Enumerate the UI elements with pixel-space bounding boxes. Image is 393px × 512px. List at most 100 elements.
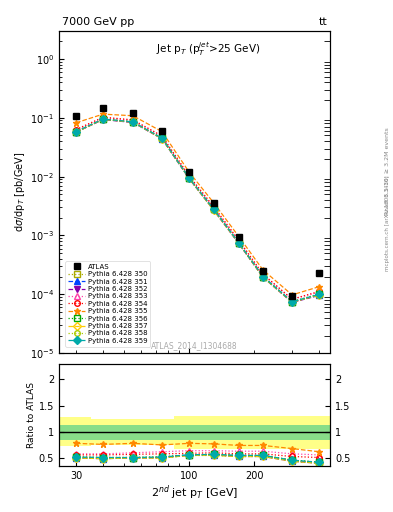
- Pythia 6.428 357: [317, 292, 321, 298]
- Pythia 6.428 352: [187, 176, 191, 182]
- Pythia 6.428 356: [290, 298, 294, 305]
- Pythia 6.428 356: [74, 129, 79, 135]
- Pythia 6.428 350: [101, 116, 105, 122]
- Pythia 6.428 355: [101, 111, 105, 117]
- Pythia 6.428 352: [160, 136, 164, 142]
- Pythia 6.428 354: [130, 117, 135, 123]
- Pythia 6.428 355: [261, 267, 265, 273]
- Pythia 6.428 354: [317, 288, 321, 294]
- Pythia 6.428 358: [317, 292, 321, 298]
- Pythia 6.428 352: [211, 207, 216, 213]
- Pythia 6.428 350: [237, 240, 241, 246]
- Pythia 6.428 356: [211, 206, 216, 212]
- Pythia 6.428 358: [101, 116, 105, 122]
- Pythia 6.428 355: [211, 200, 216, 206]
- Pythia 6.428 351: [74, 129, 79, 135]
- Pythia 6.428 350: [160, 135, 164, 141]
- Pythia 6.428 350: [317, 291, 321, 297]
- Pythia 6.428 350: [290, 298, 294, 305]
- Line: Pythia 6.428 358: Pythia 6.428 358: [73, 117, 322, 305]
- Pythia 6.428 355: [74, 120, 79, 126]
- Pythia 6.428 355: [317, 284, 321, 290]
- Pythia 6.428 358: [211, 207, 216, 213]
- Pythia 6.428 354: [211, 203, 216, 209]
- Pythia 6.428 356: [101, 116, 105, 122]
- Pythia 6.428 353: [130, 117, 135, 123]
- Pythia 6.428 355: [160, 129, 164, 135]
- Pythia 6.428 358: [187, 175, 191, 181]
- Pythia 6.428 356: [160, 135, 164, 141]
- Pythia 6.428 359: [290, 298, 294, 305]
- X-axis label: 2$^{nd}$ jet p$_T$ [GeV]: 2$^{nd}$ jet p$_T$ [GeV]: [151, 483, 238, 502]
- Pythia 6.428 357: [261, 274, 265, 281]
- Pythia 6.428 351: [317, 292, 321, 298]
- Pythia 6.428 353: [317, 289, 321, 295]
- Pythia 6.428 353: [211, 204, 216, 210]
- Pythia 6.428 351: [261, 273, 265, 280]
- Pythia 6.428 358: [74, 129, 79, 135]
- ATLAS: [237, 234, 241, 240]
- Text: Jet p$_T$ (p$_T^{jet}$>25 GeV): Jet p$_T$ (p$_T^{jet}$>25 GeV): [156, 40, 260, 58]
- Pythia 6.428 351: [211, 206, 216, 212]
- ATLAS: [130, 110, 135, 116]
- Pythia 6.428 359: [261, 273, 265, 280]
- Pythia 6.428 351: [160, 136, 164, 142]
- Pythia 6.428 355: [237, 233, 241, 240]
- Text: mcplots.cern.ch [arXiv:1306.3436]: mcplots.cern.ch [arXiv:1306.3436]: [385, 175, 389, 270]
- Line: Pythia 6.428 355: Pythia 6.428 355: [73, 111, 323, 298]
- Pythia 6.428 352: [317, 292, 321, 298]
- Pythia 6.428 356: [261, 273, 265, 280]
- Pythia 6.428 357: [290, 299, 294, 305]
- Pythia 6.428 359: [237, 240, 241, 246]
- ATLAS: [317, 270, 321, 276]
- Pythia 6.428 357: [160, 136, 164, 142]
- Pythia 6.428 352: [130, 119, 135, 125]
- Line: Pythia 6.428 359: Pythia 6.428 359: [73, 116, 322, 305]
- ATLAS: [160, 127, 164, 134]
- Pythia 6.428 354: [160, 133, 164, 139]
- Pythia 6.428 351: [187, 175, 191, 181]
- Pythia 6.428 357: [187, 175, 191, 181]
- Pythia 6.428 352: [290, 300, 294, 306]
- Pythia 6.428 352: [74, 129, 79, 135]
- Pythia 6.428 358: [130, 119, 135, 125]
- Pythia 6.428 352: [261, 274, 265, 281]
- Pythia 6.428 359: [160, 135, 164, 141]
- Pythia 6.428 358: [261, 274, 265, 281]
- Line: Pythia 6.428 357: Pythia 6.428 357: [73, 117, 322, 305]
- Text: ATLAS_2014_I1304688: ATLAS_2014_I1304688: [151, 341, 238, 350]
- Pythia 6.428 357: [237, 240, 241, 246]
- Pythia 6.428 359: [317, 291, 321, 297]
- Pythia 6.428 354: [74, 126, 79, 133]
- Pythia 6.428 359: [187, 175, 191, 181]
- Pythia 6.428 356: [130, 119, 135, 125]
- Pythia 6.428 356: [237, 240, 241, 246]
- Pythia 6.428 351: [290, 299, 294, 305]
- Pythia 6.428 354: [187, 173, 191, 179]
- Pythia 6.428 350: [130, 119, 135, 125]
- ATLAS: [211, 200, 216, 206]
- Pythia 6.428 350: [211, 206, 216, 212]
- Pythia 6.428 354: [261, 271, 265, 278]
- Pythia 6.428 358: [237, 240, 241, 246]
- Line: Pythia 6.428 351: Pythia 6.428 351: [73, 117, 322, 305]
- Text: tt: tt: [319, 17, 327, 28]
- Pythia 6.428 353: [261, 271, 265, 278]
- Pythia 6.428 353: [160, 134, 164, 140]
- Pythia 6.428 357: [101, 116, 105, 122]
- Line: Pythia 6.428 354: Pythia 6.428 354: [73, 114, 322, 302]
- Y-axis label: d$\sigma$/dp$_T$ [pb/GeV]: d$\sigma$/dp$_T$ [pb/GeV]: [13, 152, 27, 232]
- Pythia 6.428 350: [74, 129, 79, 135]
- Pythia 6.428 352: [237, 241, 241, 247]
- Pythia 6.428 351: [237, 240, 241, 246]
- Pythia 6.428 355: [290, 292, 294, 298]
- Pythia 6.428 359: [74, 129, 79, 135]
- Pythia 6.428 354: [290, 296, 294, 302]
- Pythia 6.428 356: [187, 175, 191, 181]
- Pythia 6.428 354: [237, 237, 241, 243]
- Line: Pythia 6.428 350: Pythia 6.428 350: [73, 116, 322, 305]
- Pythia 6.428 357: [74, 129, 79, 135]
- ATLAS: [101, 105, 105, 111]
- Line: Pythia 6.428 352: Pythia 6.428 352: [73, 117, 322, 305]
- Y-axis label: Ratio to ATLAS: Ratio to ATLAS: [27, 382, 36, 447]
